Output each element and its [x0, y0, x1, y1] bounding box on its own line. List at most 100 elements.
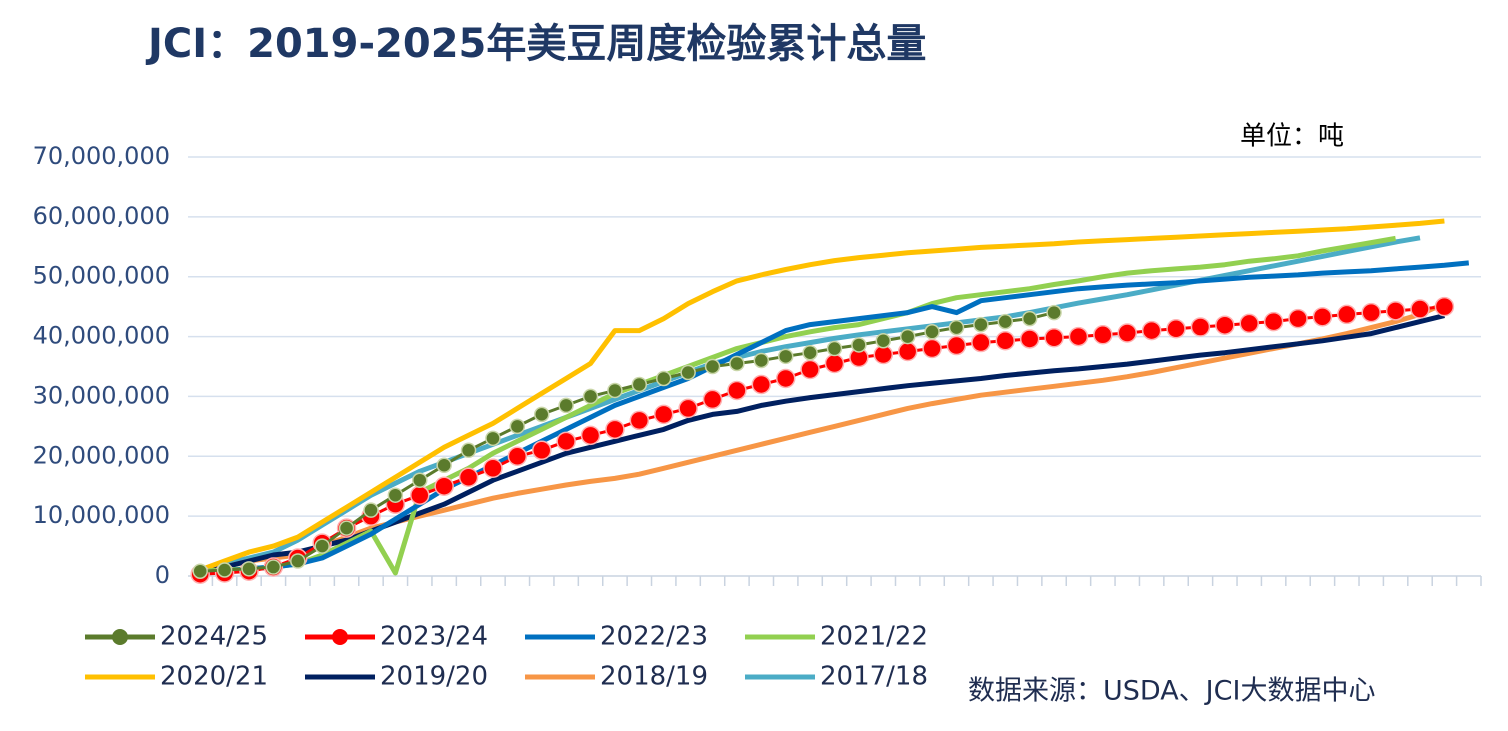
data-point	[897, 341, 918, 362]
data-point	[1337, 304, 1357, 325]
y-tick-label: 50,000,000	[33, 262, 170, 290]
data-point	[1312, 307, 1333, 327]
data-point	[556, 431, 576, 452]
data-point	[1044, 328, 1064, 348]
series-line	[200, 235, 1397, 576]
data-point	[826, 340, 843, 357]
series-line	[199, 235, 1421, 573]
legend-label: 2024/25	[160, 622, 268, 652]
source: 数据来源：USDA、JCI大数据中心	[968, 676, 1375, 707]
data-point	[1166, 319, 1186, 339]
data-point	[995, 331, 1016, 351]
legend-label: 2020/21	[160, 662, 268, 692]
data-point	[265, 559, 282, 575]
data-point	[704, 358, 721, 375]
data-point	[800, 359, 820, 380]
data-point	[1215, 315, 1235, 335]
data-point	[485, 430, 501, 447]
data-point	[629, 410, 650, 431]
data-point	[1093, 325, 1113, 345]
data-point	[192, 563, 208, 579]
data-point	[1288, 308, 1308, 329]
data-point	[1141, 320, 1162, 341]
data-point	[729, 355, 745, 372]
data-point	[997, 313, 1014, 330]
data-point	[531, 440, 552, 461]
data-point	[1385, 301, 1406, 321]
data-point	[582, 388, 599, 405]
data-point	[948, 319, 965, 336]
data-point	[946, 335, 967, 356]
data-point	[507, 446, 528, 467]
data-point	[607, 382, 623, 399]
data-point	[775, 368, 796, 389]
series-line	[200, 305, 1445, 576]
data-point	[1046, 304, 1062, 321]
data-point	[802, 344, 818, 361]
legend-label: 2021/22	[820, 622, 928, 652]
data-point	[1021, 310, 1038, 327]
data-point	[314, 538, 330, 554]
data-point	[971, 332, 991, 353]
legend-label: 2022/23	[600, 622, 708, 652]
data-point	[410, 485, 430, 505]
unit-label: 单位：吨	[1240, 122, 1344, 152]
data-point	[458, 467, 479, 487]
data-point	[702, 389, 723, 410]
data-point	[753, 352, 770, 369]
data-point	[727, 380, 747, 401]
data-point	[460, 442, 477, 459]
data-point	[216, 562, 233, 578]
data-point	[777, 348, 794, 365]
data-point	[899, 328, 916, 345]
legend-label: 2019/20	[380, 662, 488, 692]
data-point	[751, 374, 772, 395]
data-point	[824, 353, 845, 374]
plot-area: 0 10,000,000 20,000,000 30,000,000 40,000,00…	[33, 142, 1482, 589]
data-point	[1434, 296, 1455, 317]
y-tick-label: 70,000,000	[33, 142, 170, 170]
data-point	[875, 333, 892, 349]
data-point	[1117, 323, 1138, 343]
data-point	[605, 419, 625, 440]
y-tick-label: 20,000,000	[33, 441, 170, 469]
legend: 2024/25 2023/24 2022/23 2021/22 2020/21 2019/…	[85, 622, 928, 692]
data-point	[434, 476, 454, 496]
data-point	[387, 487, 404, 503]
data-point	[631, 376, 648, 393]
y-tick-label: 60,000,000	[33, 202, 170, 230]
data-point	[1190, 317, 1211, 337]
data-point	[338, 520, 355, 536]
data-point	[533, 406, 550, 423]
data-point	[678, 398, 698, 419]
data-point	[580, 425, 601, 446]
data-point	[558, 397, 574, 414]
legend-label: 2017/18	[820, 662, 928, 692]
data-point	[483, 458, 503, 479]
series-line	[200, 260, 1470, 576]
legend-marker	[112, 629, 128, 645]
y-tick-label: 40,000,000	[33, 322, 170, 350]
data-point	[436, 457, 452, 474]
data-point	[290, 553, 306, 569]
y-tick-label: 0	[155, 561, 170, 589]
data-point	[1361, 302, 1381, 323]
y-tick-label: 10,000,000	[33, 501, 170, 529]
data-point	[680, 364, 696, 381]
legend-label: 2018/19	[600, 662, 708, 692]
data-point	[241, 561, 257, 577]
data-point	[1410, 299, 1430, 319]
data-point	[1239, 313, 1259, 334]
chart-title: JCI：2019-2025年美豆周度检验累计总量	[145, 21, 926, 67]
data-point	[509, 418, 526, 435]
data-point	[1019, 329, 1040, 349]
data-point	[1068, 326, 1089, 347]
legend-marker	[332, 629, 348, 645]
y-tick-label: 30,000,000	[33, 381, 170, 409]
data-point	[924, 324, 940, 340]
data-point	[973, 316, 989, 333]
series-line	[199, 313, 1445, 576]
legend-label: 2023/24	[380, 622, 488, 652]
